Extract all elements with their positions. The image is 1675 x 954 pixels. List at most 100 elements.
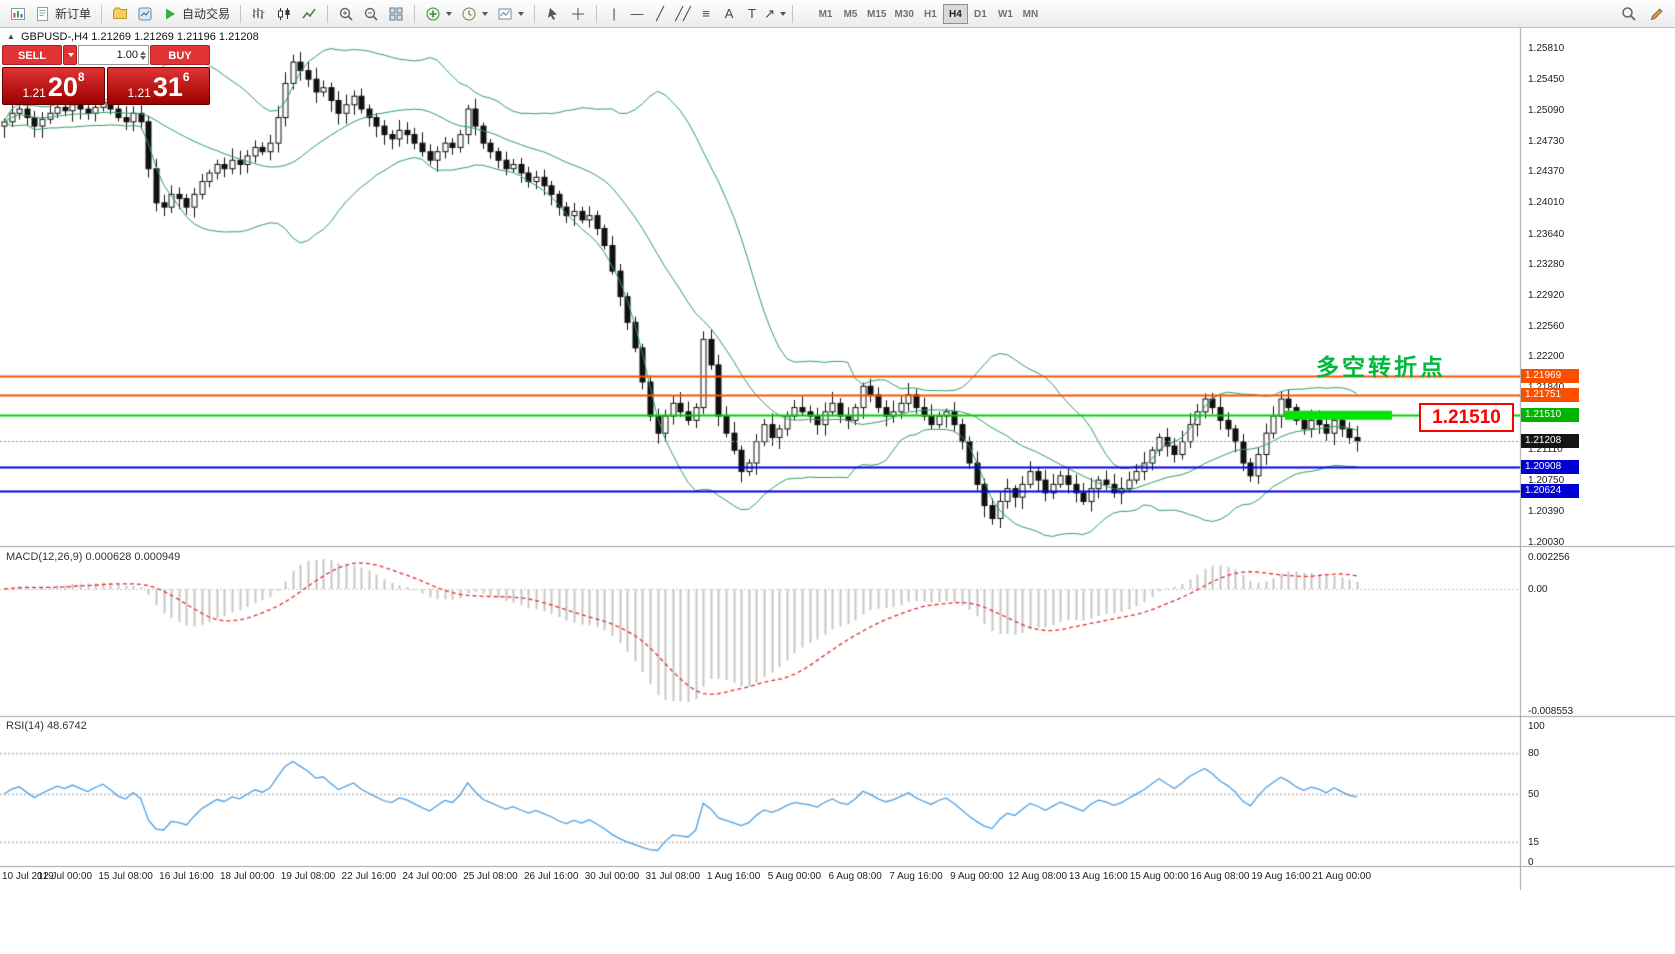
bar-chart-icon bbox=[252, 7, 265, 19]
text-tool-icon: A bbox=[724, 6, 734, 21]
new-order-button[interactable]: 新订单 bbox=[31, 3, 95, 25]
timeframe-m15-button[interactable]: M15 bbox=[867, 8, 887, 20]
zoom-out-icon bbox=[364, 7, 378, 21]
timeframe-d1-button[interactable]: D1 bbox=[974, 8, 987, 20]
toolbar-divider bbox=[414, 4, 416, 23]
chevron-down-icon bbox=[779, 11, 786, 16]
rsi-indicator-label: RSI(14) 48.6742 bbox=[6, 720, 87, 732]
zoom-in-button[interactable] bbox=[334, 3, 358, 25]
chevron-down-icon bbox=[518, 11, 525, 16]
zoom-out-button[interactable] bbox=[359, 3, 383, 25]
autotrade-button[interactable]: 自动交易 bbox=[158, 3, 234, 25]
horizontal-line-icon: — bbox=[630, 6, 644, 21]
indicators-add-icon bbox=[426, 7, 440, 20]
trendline-tool-button[interactable]: ╱ bbox=[649, 3, 671, 25]
ohlc-collapse-icon[interactable]: ▲ bbox=[7, 32, 15, 41]
spinner-up-icon bbox=[140, 50, 146, 55]
buy-price-big: 31 bbox=[152, 72, 183, 102]
one-click-trading-panel: SELL 1.00 BUY 1.21 20 8 1.21 31 6 bbox=[2, 45, 210, 105]
search-icon bbox=[1622, 6, 1636, 21]
timeframe-m1-button[interactable]: M1 bbox=[818, 8, 833, 20]
buy-price-prefix: 1.21 bbox=[127, 86, 151, 100]
autotrade-play-icon bbox=[166, 8, 176, 19]
vertical-line-icon: | bbox=[612, 6, 616, 21]
sell-price-sup: 8 bbox=[77, 70, 85, 84]
search-button[interactable] bbox=[1617, 3, 1641, 25]
periods-button[interactable] bbox=[457, 3, 492, 25]
edit-button[interactable] bbox=[1645, 3, 1669, 25]
profiles-folder-icon bbox=[113, 7, 128, 19]
text-label-icon: T bbox=[748, 6, 756, 21]
buy-price-display[interactable]: 1.21 31 6 bbox=[107, 67, 210, 105]
market-watch-button[interactable] bbox=[133, 3, 157, 25]
toolbar-divider bbox=[101, 4, 103, 23]
candlestick-icon bbox=[278, 7, 290, 20]
timeframe-h1-button[interactable]: H1 bbox=[924, 8, 937, 20]
periods-clock-icon bbox=[462, 7, 476, 20]
timeframe-mn-button[interactable]: MN bbox=[1022, 8, 1039, 20]
line-chart-button[interactable] bbox=[297, 3, 321, 25]
toolbar-divider bbox=[792, 4, 794, 23]
equidistant-channel-icon: ╱╱ bbox=[675, 5, 691, 21]
sell-button[interactable]: SELL bbox=[2, 45, 62, 65]
new-order-icon bbox=[37, 6, 48, 21]
tile-windows-button[interactable] bbox=[384, 3, 408, 25]
cursor-icon bbox=[548, 7, 558, 20]
timeframe-w1-button[interactable]: W1 bbox=[997, 8, 1013, 20]
macd-indicator-label: MACD(12,26,9) 0.000628 0.000949 bbox=[6, 551, 181, 563]
templates-icon bbox=[498, 8, 512, 19]
main-toolbar: 新订单 自动交易 | — ╱ ╱╱ ≡ A T ↗ M1 M5 M15 M30 H1 H4… bbox=[0, 0, 1675, 28]
text-tool-button[interactable]: A bbox=[718, 3, 740, 25]
volume-input[interactable]: 1.00 bbox=[78, 45, 149, 65]
chevron-down-icon bbox=[67, 53, 74, 57]
new-order-label: 新订单 bbox=[55, 7, 92, 21]
line-chart-icon bbox=[302, 8, 316, 18]
crosshair-button[interactable] bbox=[566, 3, 590, 25]
toolbar-divider bbox=[534, 4, 536, 23]
timeframe-h4-button[interactable]: H4 bbox=[942, 3, 968, 24]
new-chart-button[interactable] bbox=[6, 3, 30, 25]
timeframe-m5-button[interactable]: M5 bbox=[843, 8, 858, 20]
sell-price-display[interactable]: 1.21 20 8 bbox=[2, 67, 105, 105]
fibonacci-icon: ≡ bbox=[702, 6, 710, 21]
sell-options-dropdown[interactable] bbox=[63, 45, 77, 65]
volume-spinner[interactable] bbox=[140, 50, 146, 60]
vertical-line-tool-button[interactable]: | bbox=[603, 3, 625, 25]
zoom-in-icon bbox=[339, 7, 353, 21]
turning-point-annotation[interactable]: 多空转折点 bbox=[1316, 354, 1446, 380]
volume-value: 1.00 bbox=[116, 49, 138, 61]
autotrade-label: 自动交易 bbox=[182, 7, 231, 21]
timeframe-group: M1 M5 M15 M30 H1 H4 D1 W1 MN bbox=[813, 3, 1043, 24]
profiles-button[interactable] bbox=[108, 3, 132, 25]
toolbar-divider bbox=[240, 4, 242, 23]
fibonacci-tool-button[interactable]: ≡ bbox=[695, 3, 717, 25]
candlestick-chart-button[interactable] bbox=[272, 3, 296, 25]
trendline-icon: ╱ bbox=[656, 5, 664, 21]
timeframe-m30-button[interactable]: M30 bbox=[894, 8, 914, 20]
templates-button[interactable] bbox=[493, 3, 528, 25]
toolbar-right-tools bbox=[1617, 3, 1669, 25]
pencil-icon bbox=[1650, 7, 1663, 20]
channel-tool-button[interactable]: ╱╱ bbox=[672, 3, 694, 25]
buy-price-sup: 6 bbox=[182, 70, 190, 84]
tile-windows-icon bbox=[389, 7, 403, 20]
sell-price-big: 20 bbox=[47, 72, 78, 102]
new-chart-icon bbox=[11, 7, 25, 20]
chart-ohlc-info: GBPUSD-,H4 1.21269 1.21269 1.21196 1.212… bbox=[21, 31, 259, 43]
toolbar-divider bbox=[327, 4, 329, 23]
bar-chart-button[interactable] bbox=[247, 3, 271, 25]
cursor-button[interactable] bbox=[541, 3, 565, 25]
indicators-button[interactable] bbox=[421, 3, 456, 25]
sell-price-prefix: 1.21 bbox=[22, 86, 46, 100]
arrow-tool-icon: ↗ bbox=[764, 5, 775, 21]
buy-button[interactable]: BUY bbox=[150, 45, 210, 65]
price-level-callout[interactable]: 1.21510 bbox=[1419, 403, 1514, 432]
arrows-tool-button[interactable]: ↗ bbox=[764, 3, 786, 25]
text-label-tool-button[interactable]: T bbox=[741, 3, 763, 25]
toolbar-divider bbox=[596, 4, 598, 23]
crosshair-icon bbox=[572, 7, 585, 20]
horizontal-line-tool-button[interactable]: — bbox=[626, 3, 648, 25]
spinner-down-icon bbox=[140, 55, 146, 60]
